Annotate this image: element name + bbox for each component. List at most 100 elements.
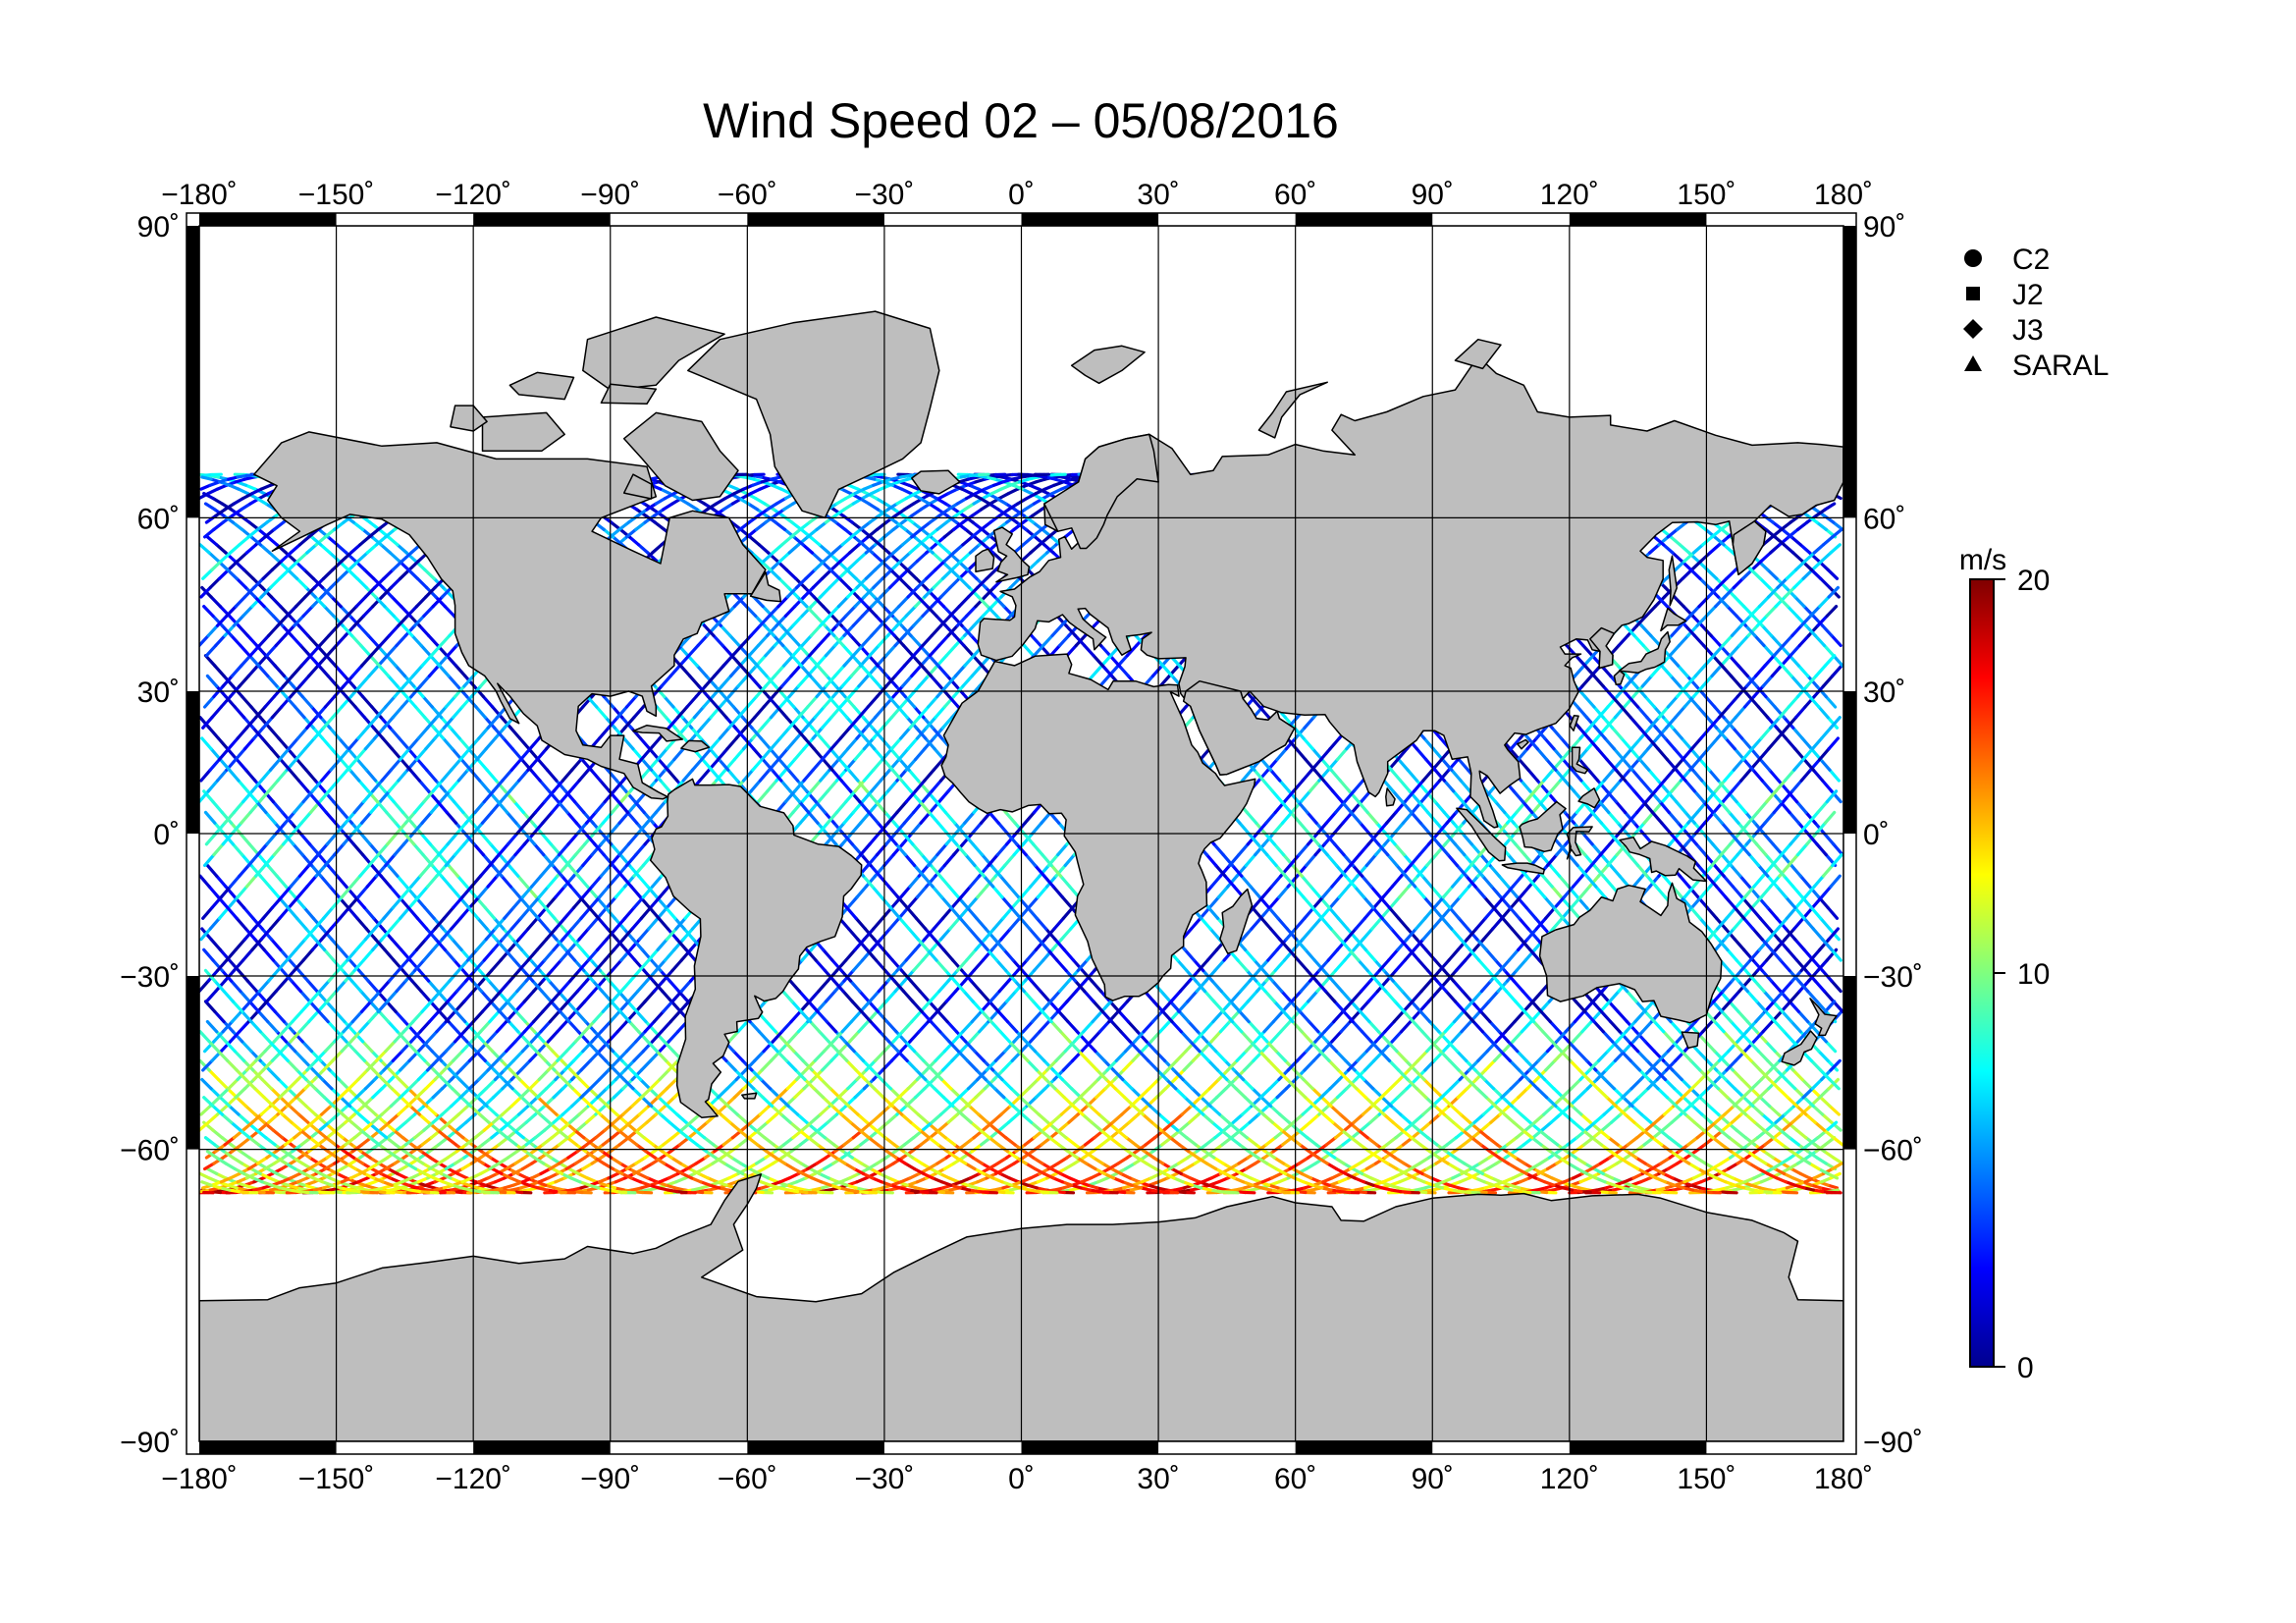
track-segment xyxy=(1039,989,1051,1003)
track-segment xyxy=(1412,938,1425,951)
track-segment xyxy=(991,1068,1004,1082)
track-segment xyxy=(767,1176,779,1184)
track-segment xyxy=(884,989,897,1003)
track-segment xyxy=(1831,664,1843,678)
track-segment xyxy=(1610,726,1624,740)
track-segment xyxy=(1339,1019,1353,1034)
track-segment xyxy=(425,768,438,783)
track-segment xyxy=(451,938,463,951)
track-segment xyxy=(1060,1077,1074,1091)
track-segment xyxy=(855,1176,868,1184)
track-segment xyxy=(726,1104,739,1116)
track-segment xyxy=(1739,768,1752,783)
track-segment xyxy=(1305,852,1317,868)
track-segment xyxy=(609,821,621,836)
track-segment xyxy=(211,496,224,506)
track-segment xyxy=(1211,1143,1224,1154)
track-segment xyxy=(997,492,1011,501)
track-segment xyxy=(1793,595,1806,609)
track-segment xyxy=(1649,664,1663,678)
track-segment xyxy=(945,1019,959,1034)
track-segment xyxy=(1642,810,1656,825)
track-segment xyxy=(512,799,525,815)
track-segment xyxy=(846,768,860,783)
track-segment xyxy=(736,674,749,688)
track-segment xyxy=(1740,736,1753,751)
track-segment xyxy=(1096,1176,1109,1184)
track-segment xyxy=(1392,1143,1406,1154)
track-segment xyxy=(1026,1183,1039,1190)
track-segment xyxy=(1065,989,1078,1003)
track-segment xyxy=(366,979,380,994)
track-segment xyxy=(427,1143,441,1154)
track-segment xyxy=(937,789,950,804)
track-segment xyxy=(461,1136,474,1147)
track-segment xyxy=(244,543,258,555)
track-segment xyxy=(1789,1166,1802,1176)
track-segment xyxy=(476,757,489,772)
track-segment xyxy=(1368,1112,1381,1124)
track-segment xyxy=(1313,842,1327,857)
track-segment xyxy=(605,895,617,910)
track-segment xyxy=(203,527,216,539)
track-segment xyxy=(292,1030,304,1044)
track-segment xyxy=(948,916,961,931)
track-segment xyxy=(638,1077,652,1091)
track-segment xyxy=(277,1077,290,1091)
track-segment xyxy=(908,1030,921,1044)
track-segment xyxy=(864,543,878,555)
track-segment xyxy=(1115,1128,1129,1140)
track-segment xyxy=(1758,757,1772,772)
track-segment xyxy=(1731,726,1744,740)
track-segment xyxy=(460,1162,473,1171)
track-segment xyxy=(199,716,211,730)
track-segment xyxy=(935,1000,948,1013)
track-segment xyxy=(874,799,887,815)
track-segment xyxy=(688,1166,701,1176)
track-segment xyxy=(1736,1009,1749,1024)
track-segment xyxy=(918,989,932,1003)
track-segment xyxy=(1426,989,1440,1003)
track-segment xyxy=(910,1143,923,1154)
track-segment xyxy=(203,1000,217,1013)
track-segment xyxy=(516,1171,529,1180)
track-segment xyxy=(1461,832,1473,846)
track-segment xyxy=(636,543,650,555)
track-segment xyxy=(970,821,984,836)
track-segment xyxy=(1538,1000,1552,1013)
track-segment xyxy=(958,1096,972,1109)
track-segment xyxy=(1433,799,1446,815)
track-segment xyxy=(374,779,387,793)
track-segment xyxy=(815,1000,828,1013)
track-segment xyxy=(1213,958,1226,973)
track-segment xyxy=(1518,757,1530,772)
track-segment xyxy=(1488,863,1501,878)
track-segment xyxy=(1699,551,1712,564)
track-segment xyxy=(211,799,224,815)
track-segment xyxy=(227,559,240,571)
track-segment xyxy=(790,1156,803,1165)
track-segment xyxy=(351,1030,365,1044)
track-segment xyxy=(808,1166,822,1176)
track-segment xyxy=(1003,852,1016,868)
track-segment xyxy=(760,716,774,730)
track-segment xyxy=(1419,789,1433,804)
track-segment xyxy=(305,543,318,555)
track-segment xyxy=(826,1112,839,1124)
track-segment xyxy=(864,874,878,889)
track-segment xyxy=(883,1136,896,1147)
track-segment xyxy=(727,1030,740,1044)
track-segment xyxy=(400,1136,414,1147)
track-segment xyxy=(933,938,946,951)
track-segment xyxy=(717,757,730,772)
track-segment xyxy=(396,1171,408,1180)
track-segment xyxy=(1743,1136,1757,1147)
track-segment xyxy=(1675,799,1687,815)
track-segment xyxy=(1804,1136,1817,1147)
track-segment xyxy=(975,916,988,931)
track-segment xyxy=(1301,927,1314,942)
track-segment xyxy=(970,508,984,517)
track-segment xyxy=(1175,1128,1189,1140)
track-segment xyxy=(998,1171,1012,1180)
track-segment xyxy=(1821,674,1835,688)
